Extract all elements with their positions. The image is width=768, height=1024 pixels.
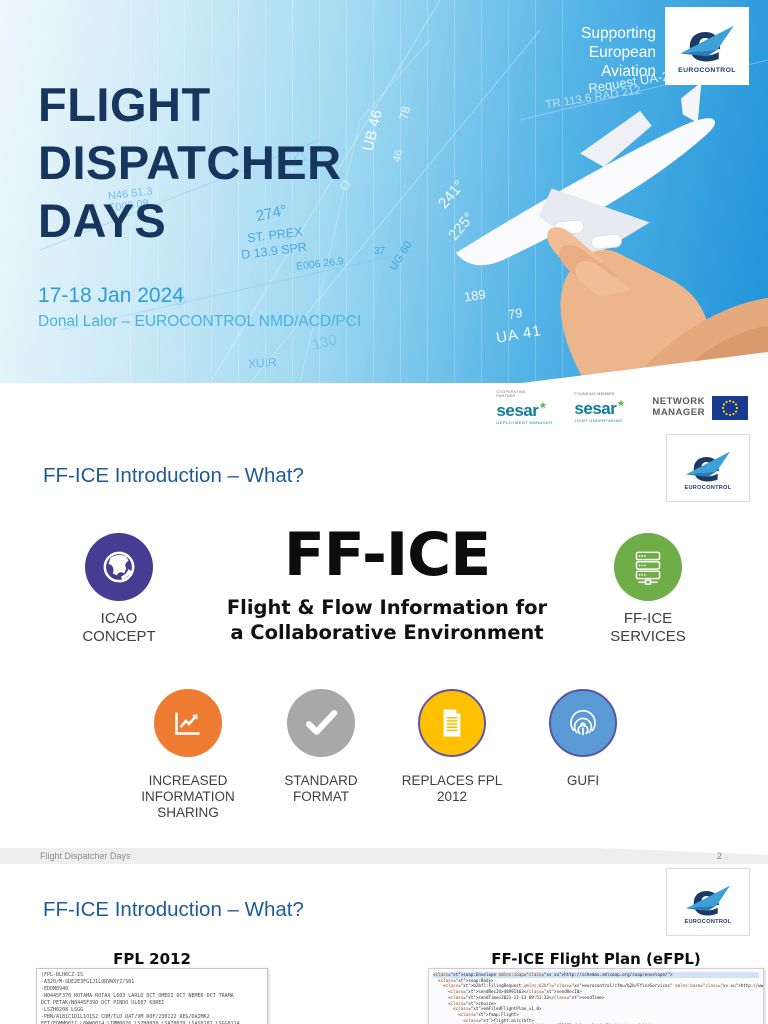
author-line: Donal Lalor – EUROCONTROL NMD/ACD/PCI [38, 313, 362, 330]
efpl-code-line: <class="xt">b2bfl:FilingRequest xmlns:b2… [433, 983, 764, 989]
fpl-2012-code-box: (FPL-DLH6CZ-IS -A320/M-SDE2E3FGIJ1LORVWXY… [36, 968, 268, 1024]
eurocontrol-logo: EUROCONTROL [666, 434, 750, 502]
replaces-fpl-label: REPLACES FPL 2012 [401, 773, 503, 804]
chart-grid-decoration [130, 0, 580, 383]
efpl-code-line: <class="xt">soap:Envelope xmlns:soap="cl… [433, 972, 759, 978]
eurocontrol-logo: EUROCONTROL [665, 7, 749, 85]
chart-annotation: XUIR [247, 355, 278, 371]
sesar-deployment-manager-logo: COOPERATING PARTNER sesar★ DEPLOYMENT MA… [496, 390, 558, 425]
fpl-code-line: -N0445F370 ROTAMA ROTAX L603 LARLO DCT O… [41, 993, 234, 999]
slide-footer: Flight Dispatcher Days 2 [0, 848, 768, 864]
hand-holding-model-plane-photo [455, 82, 768, 383]
title-slide-hero: Request UA-24 TR 113.6 RAD 212 UB 46 78 46 27… [0, 0, 768, 383]
efpl-code-line: <class="xt">sendRecId>48991463</class="x… [433, 989, 582, 995]
efpl-code-line: <class="xt">choice> [433, 1000, 497, 1006]
slide-2-ffice-intro: FF-ICE Introduction – What? EUROCONTROL … [0, 432, 768, 864]
sesar-star-icon: ★ [617, 399, 625, 409]
efpl-code-line: <class="xt">fmap:Flight> [433, 1011, 519, 1017]
aeronautical-chart-decoration [39, 0, 768, 383]
chart-annotation: E006 26.9 [295, 255, 345, 273]
eurocontrol-e-icon [680, 18, 734, 65]
sesar-dm-wordmark: sesar★ [496, 398, 546, 419]
fpl-code-line: EET/EDMM0011 LOWW0014 LIMM0026 LSZH0038 … [41, 1021, 240, 1024]
sesar-joint-undertaking-logo: FOUNDING MEMBER sesar★ JOINT UNDERTAKING [574, 392, 636, 423]
chart-annotation: 37 [374, 246, 386, 257]
eurocontrol-logo: EUROCONTROL [666, 868, 750, 936]
fpl-code-line: -PBN/A1B1C1D1L1O1S2 COM/TLD DAT/VM DOF/2… [41, 1014, 210, 1020]
fpl-code-line: (FPL-DLH6CZ-IS [41, 972, 84, 978]
increased-information-sharing-label: INCREASED INFORMATION SHARING [141, 773, 235, 820]
fpl-code-line: -LSZH0208 LSGG [41, 1007, 84, 1013]
chart-annotation: UB 46 [359, 108, 386, 153]
network-manager-logo: NETWORK MANAGER [652, 395, 748, 420]
icao-concept-label: ICAO CONCEPT [82, 610, 156, 645]
eurocontrol-logo-label: EUROCONTROL [684, 484, 732, 491]
icao-concept-circle [85, 533, 153, 601]
fpl-2012-title: FPL 2012 [113, 950, 191, 968]
standard-format-label: STANDARD FORMAT [284, 773, 358, 804]
replaces-fpl-circle [418, 689, 486, 757]
chart-increase-icon [175, 712, 200, 735]
chart-annotation: 46 [390, 148, 406, 164]
event-date: 17-18 Jan 2024 [38, 284, 184, 307]
efpl-code-line: <class="xt">flight:aircraft> [433, 1017, 534, 1023]
slide-1-title: Request UA-24 TR 113.6 RAD 212 UB 46 78 46 27… [0, 0, 768, 432]
page-number: 2 [716, 851, 722, 861]
efpl-xml-code-box: <class="xt">soap:Envelope xmlns:soap="cl… [428, 968, 764, 1024]
tagline: Supporting European Aviation [581, 25, 656, 80]
eurocontrol-e-icon [685, 445, 731, 484]
network-manager-label: NETWORK MANAGER [652, 396, 705, 418]
sesar-ju-caption-top: FOUNDING MEMBER [574, 391, 615, 396]
eurocontrol-logo-label: EUROCONTROL [678, 66, 736, 74]
chart-annotation: UG 60 [387, 239, 415, 273]
chart-annotation: 130 [310, 331, 339, 354]
footer-title: Flight Dispatcher Days [40, 851, 131, 861]
document-icon [443, 709, 461, 737]
ffice-big-title: FF-ICE [283, 520, 491, 590]
sesar-dm-caption-bottom: DEPLOYMENT MANAGER [496, 420, 553, 426]
sesar-ju-caption-bottom: JOINT UNDERTAKING [574, 418, 623, 424]
slide-heading: FF-ICE Introduction – What? [43, 464, 304, 487]
servers-icon [635, 551, 661, 585]
sesar-ju-wordmark: sesar★ [574, 396, 624, 417]
ffice-services-label: FF-ICE SERVICES [610, 610, 686, 645]
increased-information-sharing-circle [154, 689, 222, 757]
sesar-dm-caption-top: COOPERATING PARTNER [496, 389, 526, 398]
standard-format-circle [287, 689, 355, 757]
efpl-code-line: <class="xt">soap:Body> [433, 977, 494, 983]
gufi-circle [549, 689, 617, 757]
efpl-code-line: <class="xt">sendTime>2023-11-13 09:51:33… [433, 994, 605, 1000]
slide-3-fpl-comparison: FF-ICE Introduction – What? EUROCONTROL … [0, 864, 768, 1024]
presentation-title: FLIGHT DISPATCHER DAYS [38, 78, 342, 247]
ffice-services-circle [614, 533, 682, 601]
ffice-subtitle: Flight & Flow Information for a Collabor… [226, 596, 548, 644]
sesar-dm-wordmark-text: sesar [496, 401, 539, 421]
efpl-code-line: <class="xt">emFiledFlightPlan_v1_0> [433, 1006, 542, 1012]
footer-wedge-decoration [598, 848, 768, 855]
slide-heading: FF-ICE Introduction – What? [43, 898, 304, 921]
fpl-code-line: DCT PETAK/N0445F390 DCT PINDO UL607 KORE… [41, 1000, 165, 1006]
chart-annotations: Request UA-24 TR 113.6 RAD 212 UB 46 78 46 27… [0, 0, 768, 383]
sesar-star-icon: ★ [539, 401, 547, 411]
sesar-ju-wordmark-text: sesar [574, 399, 617, 419]
eu-flag-icon [712, 395, 748, 420]
fingerprint-icon [570, 710, 596, 736]
checkmark-icon [305, 710, 338, 735]
fpl-code-line: -EDDM0940 [41, 986, 69, 992]
fpl-code-line: -A320/M-SDE2E3FGIJ1LORVWXYZ/SB1 [41, 979, 135, 985]
globe-icon [103, 551, 135, 583]
partner-logo-strip: COOPERATING PARTNER sesar★ DEPLOYMENT MA… [0, 383, 768, 432]
efpl-title: FF-ICE Flight Plan (eFPL) [491, 950, 701, 968]
gufi-label: GUFI [566, 773, 600, 788]
chart-annotation: 78 [396, 104, 414, 122]
eurocontrol-e-icon [685, 879, 731, 918]
eurocontrol-logo-label: EUROCONTROL [684, 918, 732, 925]
